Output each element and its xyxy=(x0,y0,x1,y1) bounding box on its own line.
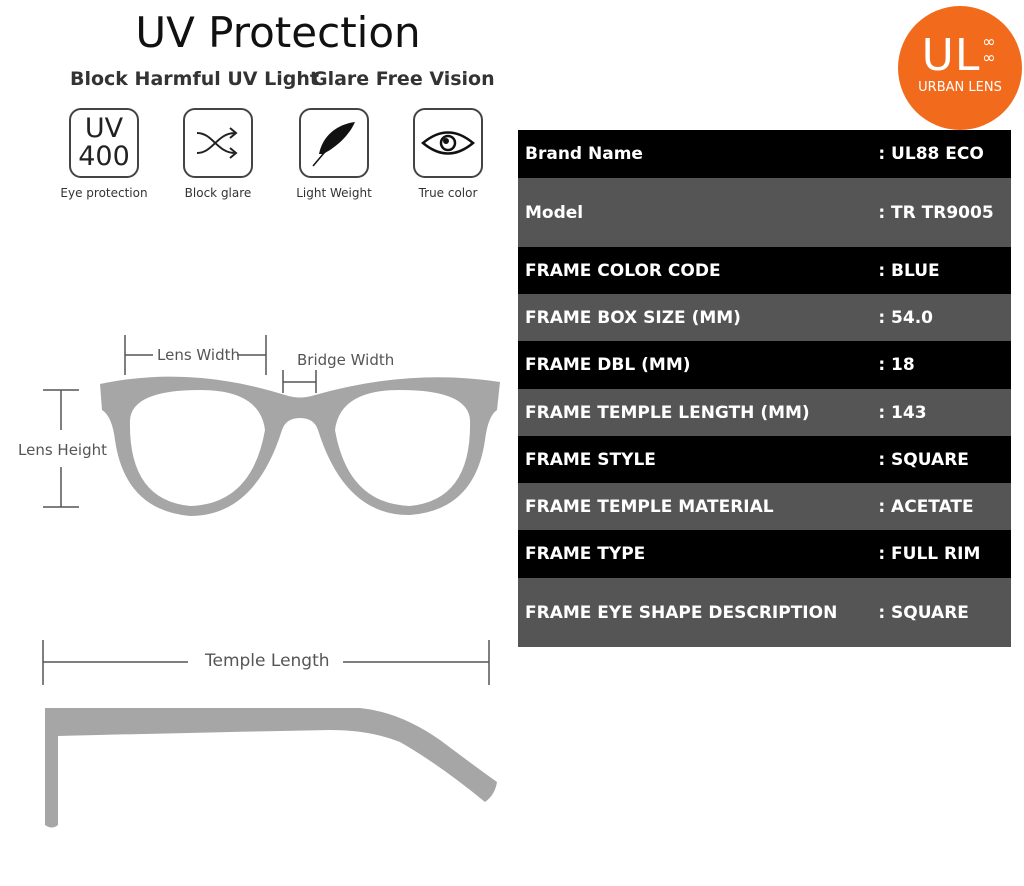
page-title: UV Protection xyxy=(135,8,421,57)
subtitle-glare: Glare Free Vision xyxy=(312,68,495,90)
feature-eye-protection: UV 400 Eye protection xyxy=(44,108,164,200)
uv400-icon: UV 400 xyxy=(69,108,139,178)
table-row: FRAME TYPE: FULL RIM xyxy=(518,530,1011,578)
feature-block-glare: Block glare xyxy=(158,108,278,200)
table-row: FRAME TEMPLE LENGTH (MM): 143 xyxy=(518,389,1011,436)
frame-diagram xyxy=(42,335,500,828)
shuffle-arrows-icon xyxy=(183,108,253,178)
table-row: Model: TR TR9005 xyxy=(518,178,1011,247)
lens-height-label: Lens Height xyxy=(18,441,107,459)
eye-icon xyxy=(413,108,483,178)
feature-label: True color xyxy=(418,186,478,200)
feature-label: Block glare xyxy=(184,186,252,200)
table-row: FRAME TEMPLE MATERIAL: ACETATE xyxy=(518,483,1011,530)
lens-width-label: Lens Width xyxy=(157,346,240,364)
table-row: FRAME EYE SHAPE DESCRIPTION: SQUARE xyxy=(518,578,1011,647)
table-row: FRAME COLOR CODE: BLUE xyxy=(518,247,1011,294)
feature-label: Eye protection xyxy=(60,186,148,200)
feature-true-color: True color xyxy=(388,108,508,200)
table-row: Brand Name: UL88 ECO xyxy=(518,130,1011,178)
temple-arm xyxy=(45,708,497,828)
subtitle-uv: Block Harmful UV Light xyxy=(70,68,319,90)
bridge-width-label: Bridge Width xyxy=(297,351,395,369)
urban-lens-logo: UL ∞∞ URBAN LENS xyxy=(898,6,1022,130)
table-row: FRAME BOX SIZE (MM): 54.0 xyxy=(518,294,1011,341)
table-row: FRAME STYLE: SQUARE xyxy=(518,436,1011,483)
temple-length-label: Temple Length xyxy=(205,651,330,671)
spec-table: Brand Name: UL88 ECO Model: TR TR9005 FR… xyxy=(518,130,1011,647)
table-row: FRAME DBL (MM): 18 xyxy=(518,341,1011,389)
feature-light-weight: Light Weight xyxy=(274,108,394,200)
feather-icon xyxy=(299,108,369,178)
frame-front xyxy=(100,376,500,516)
feature-label: Light Weight xyxy=(296,186,372,200)
